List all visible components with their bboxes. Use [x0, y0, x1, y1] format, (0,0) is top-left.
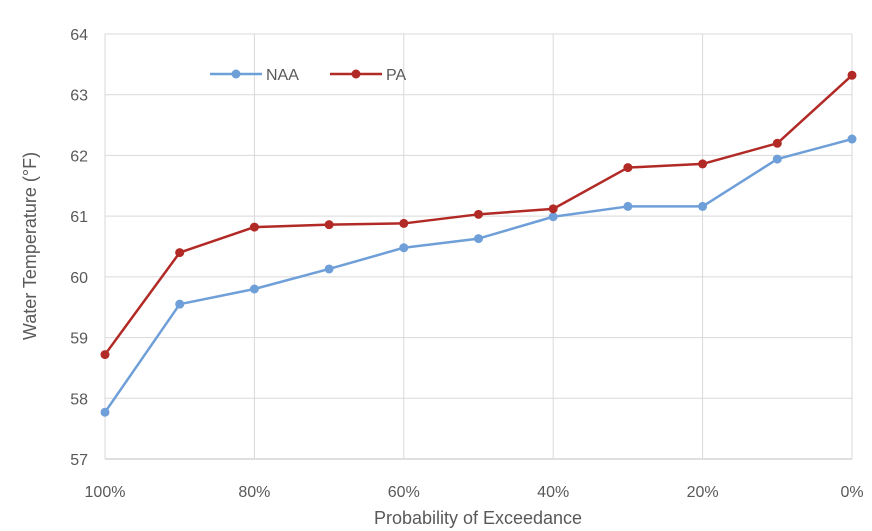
data-point-pa [772, 138, 782, 148]
y-tick-label: 61 [70, 209, 88, 226]
data-point-naa [100, 407, 110, 417]
data-point-pa [100, 350, 110, 360]
y-tick-label: 59 [70, 331, 88, 348]
legend-item-naa: NAA [210, 67, 299, 84]
x-tick-label: 80% [238, 484, 270, 501]
y-tick-labels: 57 58 59 60 61 62 63 64 [70, 27, 88, 469]
data-point-naa [847, 134, 857, 144]
y-axis-label: Water Temperature (°F) [20, 152, 40, 340]
x-tick-labels: 100% 80% 60% 40% 20% 0% [85, 484, 864, 501]
x-tick-label: 100% [85, 484, 126, 501]
y-tick-label: 64 [70, 27, 88, 44]
series-pa [100, 70, 857, 360]
data-point-naa [623, 201, 633, 211]
data-point-pa [249, 222, 259, 232]
data-point-pa [548, 204, 558, 214]
x-tick-label: 40% [537, 484, 569, 501]
data-point-naa [324, 264, 334, 274]
data-point-naa [698, 201, 708, 211]
legend: NAA PA [210, 67, 406, 84]
data-point-naa [175, 299, 185, 309]
y-tick-label: 60 [70, 270, 88, 287]
legend-marker-pa [351, 69, 361, 79]
data-point-pa [847, 70, 857, 80]
y-tick-label: 57 [70, 452, 88, 469]
y-tick-label: 58 [70, 391, 88, 408]
y-tick-label: 63 [70, 88, 88, 105]
y-tick-label: 62 [70, 148, 88, 165]
data-point-pa [399, 218, 409, 228]
legend-marker-naa [231, 69, 241, 79]
data-point-pa [175, 248, 185, 258]
data-point-pa [623, 163, 633, 173]
data-point-pa [324, 220, 334, 230]
data-point-naa [474, 234, 483, 244]
x-tick-label: 60% [388, 484, 420, 501]
data-point-naa [249, 284, 259, 294]
data-point-naa [548, 212, 558, 222]
series-lines [100, 70, 857, 417]
series-naa [100, 134, 857, 417]
legend-label-pa: PA [386, 67, 406, 84]
data-point-naa [399, 243, 409, 253]
data-point-naa [772, 154, 782, 164]
data-point-pa [474, 209, 483, 219]
legend-item-pa: PA [330, 67, 406, 84]
data-point-pa [698, 159, 708, 169]
legend-label-naa: NAA [266, 67, 299, 84]
x-axis-label: Probability of Exceedance [374, 508, 582, 528]
x-tick-label: 20% [687, 484, 719, 501]
x-tick-label: 0% [840, 484, 863, 501]
